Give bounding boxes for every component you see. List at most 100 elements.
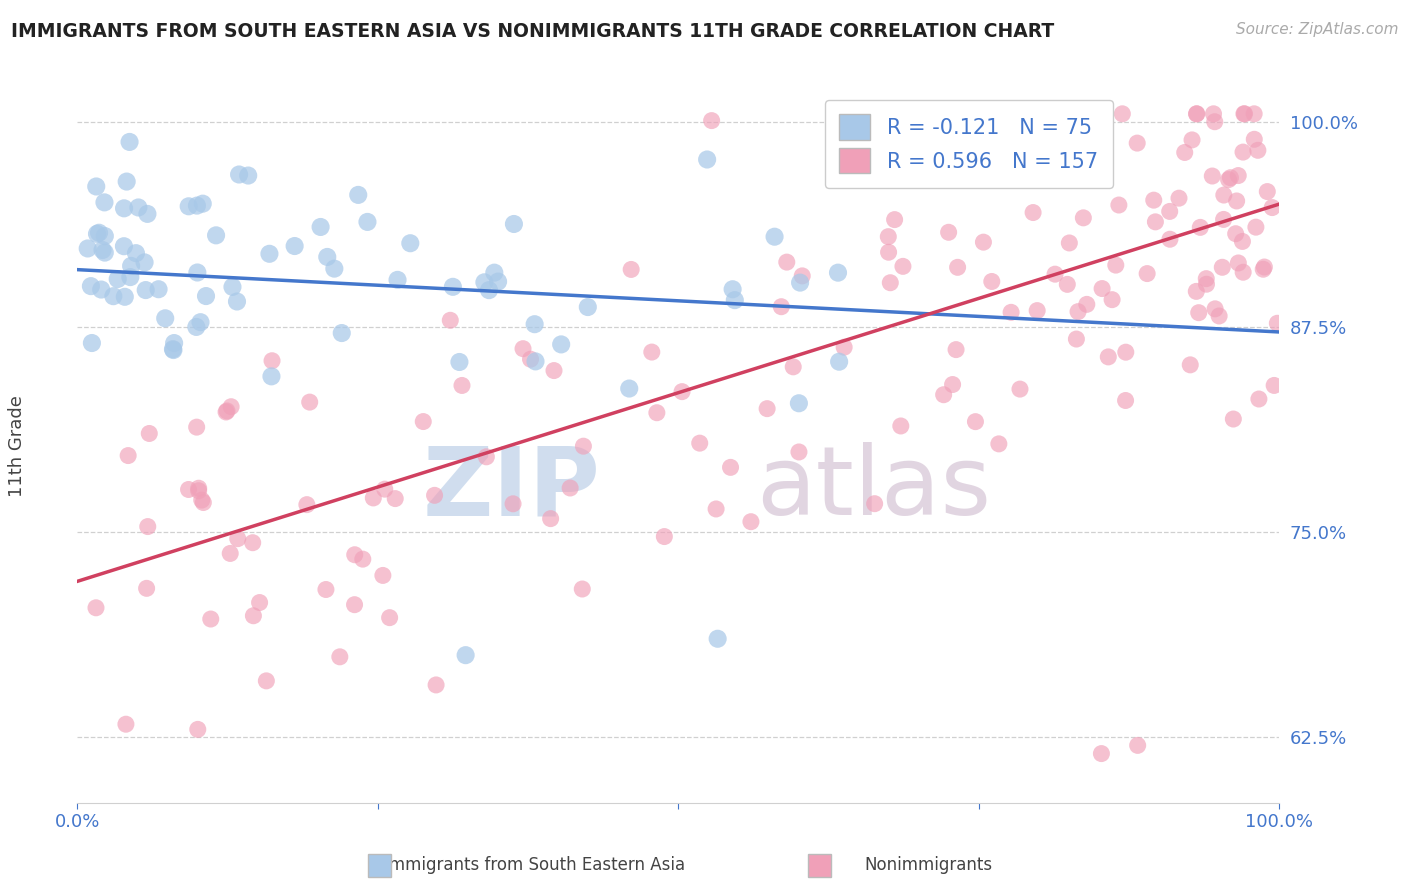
Point bbox=[560, 481, 582, 495]
Point bbox=[1022, 205, 1045, 219]
Point bbox=[1232, 145, 1254, 160]
Point bbox=[399, 236, 422, 251]
Point bbox=[724, 293, 747, 307]
Point bbox=[1097, 350, 1119, 364]
Point bbox=[1073, 211, 1095, 225]
Point bbox=[1056, 277, 1078, 292]
Point bbox=[763, 229, 786, 244]
Point bbox=[219, 546, 242, 560]
Point bbox=[226, 294, 249, 309]
Point bbox=[187, 481, 209, 495]
Point bbox=[689, 436, 711, 450]
Point bbox=[347, 187, 370, 202]
Point bbox=[226, 532, 249, 546]
Point bbox=[700, 113, 723, 128]
Point bbox=[371, 568, 394, 582]
Point bbox=[512, 342, 534, 356]
Point bbox=[1111, 107, 1133, 121]
Point bbox=[1204, 301, 1226, 316]
Point bbox=[135, 283, 157, 297]
Point bbox=[412, 415, 434, 429]
Point bbox=[787, 396, 810, 410]
Point bbox=[94, 245, 117, 260]
Point bbox=[883, 212, 905, 227]
Point bbox=[80, 336, 103, 351]
Point bbox=[163, 336, 186, 351]
Point bbox=[890, 419, 912, 434]
Point bbox=[191, 196, 214, 211]
Point bbox=[1263, 378, 1285, 392]
Point bbox=[118, 135, 141, 149]
Point bbox=[654, 530, 676, 544]
Point bbox=[117, 449, 139, 463]
Point bbox=[787, 445, 810, 459]
Point bbox=[1189, 220, 1212, 235]
Point bbox=[619, 382, 641, 396]
Point bbox=[827, 266, 849, 280]
Point bbox=[1115, 393, 1137, 408]
Point bbox=[1026, 303, 1049, 318]
Point bbox=[1085, 107, 1108, 121]
Point bbox=[486, 275, 509, 289]
Point bbox=[945, 343, 967, 357]
Point bbox=[1253, 260, 1275, 274]
Point bbox=[1136, 267, 1159, 281]
Point bbox=[519, 352, 541, 367]
Point bbox=[423, 488, 446, 502]
Point bbox=[938, 225, 960, 239]
Point bbox=[193, 495, 215, 509]
Point bbox=[138, 426, 160, 441]
Point bbox=[260, 369, 283, 384]
Point bbox=[215, 404, 238, 418]
Point bbox=[965, 415, 987, 429]
Point bbox=[187, 483, 209, 498]
Point bbox=[1105, 258, 1128, 272]
Point bbox=[115, 175, 138, 189]
Point bbox=[135, 582, 157, 596]
Point bbox=[1244, 220, 1267, 235]
Point bbox=[524, 354, 547, 368]
Point bbox=[329, 649, 352, 664]
Text: atlas: atlas bbox=[756, 442, 991, 535]
Point bbox=[1261, 201, 1284, 215]
Point bbox=[190, 493, 212, 508]
Point bbox=[136, 519, 159, 533]
Point bbox=[1185, 107, 1208, 121]
Point bbox=[1218, 172, 1240, 186]
Point bbox=[295, 498, 318, 512]
Point bbox=[863, 497, 886, 511]
Point bbox=[1211, 260, 1233, 275]
Point bbox=[93, 195, 115, 210]
Point bbox=[1000, 305, 1022, 319]
Text: IMMIGRANTS FROM SOUTH EASTERN ASIA VS NONIMMIGRANTS 11TH GRADE CORRELATION CHART: IMMIGRANTS FROM SOUTH EASTERN ASIA VS NO… bbox=[11, 22, 1054, 41]
Point bbox=[484, 266, 506, 280]
Point bbox=[1243, 132, 1265, 146]
Point bbox=[782, 359, 804, 374]
Point bbox=[972, 235, 994, 249]
Point bbox=[1060, 161, 1083, 176]
Legend: R = -0.121   N = 75, R = 0.596   N = 157: R = -0.121 N = 75, R = 0.596 N = 157 bbox=[824, 100, 1112, 188]
Point bbox=[540, 511, 562, 525]
Point bbox=[576, 300, 599, 314]
Point bbox=[205, 228, 228, 243]
Point bbox=[502, 497, 524, 511]
Point bbox=[186, 265, 208, 279]
Point bbox=[215, 405, 238, 419]
Point bbox=[378, 610, 401, 624]
Text: ZIP: ZIP bbox=[422, 442, 600, 535]
Point bbox=[242, 608, 264, 623]
Point bbox=[1059, 235, 1081, 250]
Point bbox=[343, 598, 366, 612]
Point bbox=[946, 260, 969, 275]
Point bbox=[877, 245, 900, 260]
Point bbox=[1101, 293, 1123, 307]
Point bbox=[1080, 107, 1102, 121]
Point bbox=[177, 199, 200, 213]
Point bbox=[1219, 170, 1241, 185]
Point bbox=[572, 439, 595, 453]
Point bbox=[343, 548, 366, 562]
Point bbox=[474, 275, 496, 289]
Point bbox=[1115, 345, 1137, 359]
Point bbox=[1126, 739, 1149, 753]
Point bbox=[155, 311, 177, 326]
